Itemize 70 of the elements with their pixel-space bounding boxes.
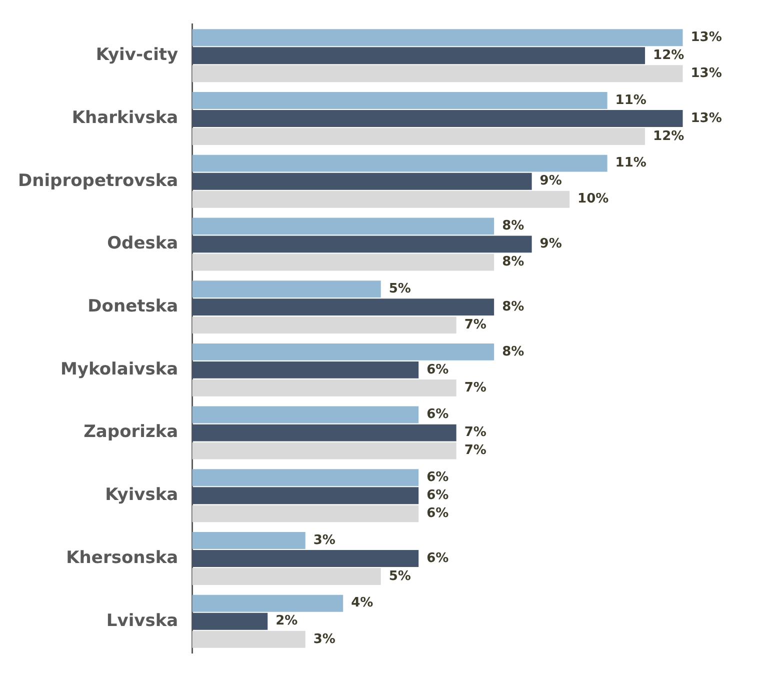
- data-label: 11%: [615, 156, 646, 171]
- bar: [192, 469, 419, 486]
- data-label: 6%: [426, 470, 449, 486]
- data-label: 8%: [502, 344, 524, 360]
- data-label: 7%: [464, 425, 486, 440]
- data-label: 6%: [426, 550, 449, 566]
- bar: [192, 236, 532, 253]
- data-label: 7%: [464, 380, 486, 396]
- data-label: 6%: [426, 506, 449, 522]
- y-tick-label: Zaporizka: [84, 422, 178, 442]
- bar: [192, 550, 419, 567]
- data-label: 9%: [540, 236, 562, 252]
- bar: [192, 190, 570, 208]
- data-label: 2%: [276, 614, 298, 629]
- bar: [192, 343, 494, 360]
- data-label: 5%: [388, 281, 411, 296]
- data-label: 12%: [653, 48, 684, 64]
- bar: [192, 442, 456, 460]
- data-label: 6%: [426, 488, 449, 504]
- bar: [192, 505, 419, 522]
- bar: [192, 254, 494, 271]
- data-label: 6%: [426, 407, 449, 422]
- data-label: 7%: [464, 443, 486, 458]
- bar: [192, 406, 419, 424]
- bar: [192, 424, 456, 442]
- bar: [192, 128, 646, 145]
- data-label: 10%: [578, 192, 609, 207]
- y-tick-label: Kyiv-city: [96, 45, 178, 66]
- data-label: 8%: [502, 299, 524, 314]
- bar: [192, 110, 683, 127]
- data-label: 8%: [502, 254, 524, 270]
- data-label: 9%: [540, 174, 562, 189]
- data-label: 3%: [313, 632, 336, 647]
- data-label: 13%: [690, 66, 722, 82]
- bar: [192, 154, 608, 172]
- data-label: 3%: [313, 532, 336, 548]
- y-tick-label: Donetska: [88, 296, 178, 316]
- data-label: 13%: [690, 30, 722, 45]
- y-tick-label: Odeska: [107, 234, 178, 254]
- bar: [192, 316, 456, 334]
- bar: [192, 594, 344, 612]
- y-tick-label: Kharkivska: [72, 108, 178, 128]
- bar: [192, 487, 419, 504]
- bar: [192, 612, 268, 630]
- bar: [192, 218, 494, 235]
- data-label: 8%: [502, 218, 524, 234]
- bar: [192, 172, 532, 190]
- y-tick-label: Dnipropetrovska: [18, 170, 178, 191]
- bar: [192, 568, 381, 585]
- data-label: 12%: [653, 128, 684, 144]
- data-label: 7%: [464, 317, 486, 332]
- data-label: 5%: [388, 568, 411, 584]
- data-label: 11%: [615, 92, 646, 108]
- y-tick-label: Kyivska: [105, 485, 178, 506]
- y-tick-label: Mykolaivska: [60, 359, 178, 380]
- bar: [192, 532, 306, 549]
- bar: [192, 630, 306, 648]
- bar: [192, 29, 683, 46]
- data-label: 4%: [351, 596, 374, 611]
- bar: [192, 92, 608, 109]
- y-tick-label: Lvivska: [106, 610, 178, 631]
- bar: [192, 280, 381, 298]
- bar: [192, 65, 683, 82]
- data-label: 6%: [426, 362, 449, 378]
- bar: [192, 47, 646, 64]
- y-tick-label: Khersonska: [66, 548, 178, 568]
- data-label: 13%: [690, 110, 722, 126]
- bar: [192, 298, 494, 316]
- bar: [192, 361, 419, 378]
- bar: [192, 379, 456, 396]
